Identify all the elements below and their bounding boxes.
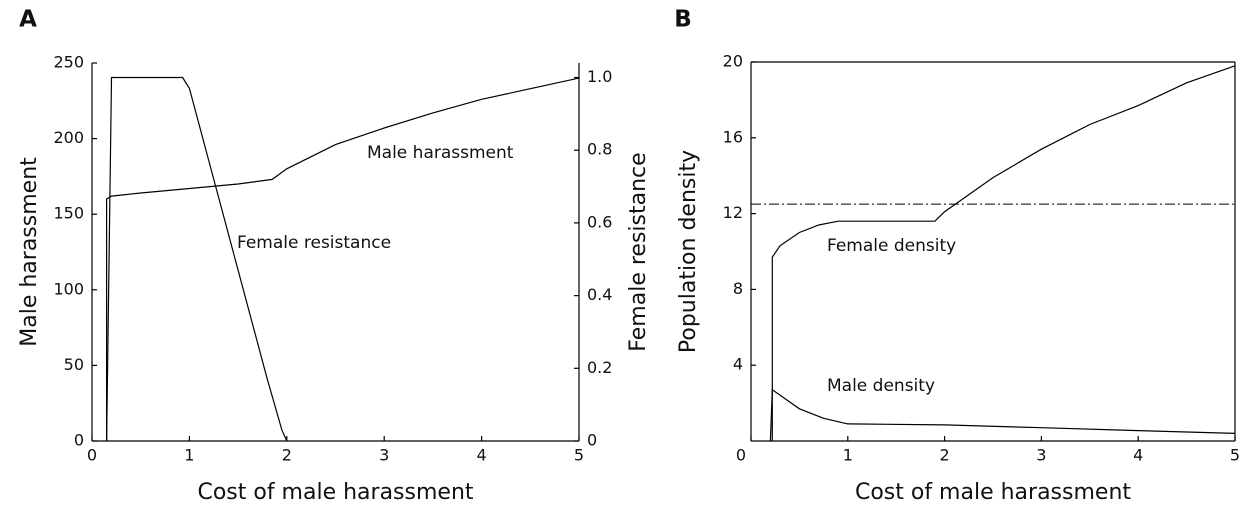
y-axis-label: Male harassment [17,157,42,347]
y2-tick-label: 0.8 [587,140,612,159]
y2-axis-label: Female resistance [626,152,651,351]
x-tick-label: 3 [1036,446,1046,465]
data-line [769,388,1236,442]
panel-label: B [674,7,692,33]
y-tick-label: 250 [53,53,84,72]
y-tick-label: 150 [53,204,84,223]
x-tick-label: 1 [184,446,194,465]
y-tick-label: 200 [53,128,84,147]
y-tick-label: 20 [723,52,743,71]
y2-tick-label: 0 [587,431,597,450]
x-tick-label: 4 [1133,446,1143,465]
x-tick-label: 1 [843,446,853,465]
data-line [106,77,580,441]
x-tick-label: 4 [477,446,487,465]
annotation: Male harassment [367,143,514,163]
data-line [771,65,1236,441]
x-tick-label: 2 [940,446,950,465]
y2-tick-label: 0.6 [587,212,612,231]
y-tick-label: 16 [723,127,743,146]
x-tick-label: 0 [87,446,97,465]
y2-tick-label: 1.0 [587,67,612,86]
y-tick-label: 4 [733,355,743,374]
x-axis-label: Cost of male harassment [197,480,473,505]
data-line [106,76,288,442]
annotation: Female density [827,236,956,256]
y-tick-label: 100 [53,279,84,298]
annotation: Male density [827,376,935,396]
x-tick-label: 0 [736,446,746,465]
annotation: Female resistance [237,233,391,253]
x-tick-label: 2 [282,446,292,465]
y-tick-label: 0 [74,431,84,450]
y-tick-label: 8 [733,279,743,298]
y-tick-label: 12 [723,203,743,222]
y2-tick-label: 0.4 [587,285,612,304]
x-tick-label: 5 [1230,446,1240,465]
x-axis-label: Cost of male harassment [855,480,1131,505]
y-tick-label: 50 [64,355,84,374]
x-tick-label: 3 [379,446,389,465]
y2-tick-label: 0.2 [587,358,612,377]
x-tick-label: 5 [574,446,584,465]
panel-label: A [19,7,37,33]
y-axis-label: Population density [676,150,701,353]
